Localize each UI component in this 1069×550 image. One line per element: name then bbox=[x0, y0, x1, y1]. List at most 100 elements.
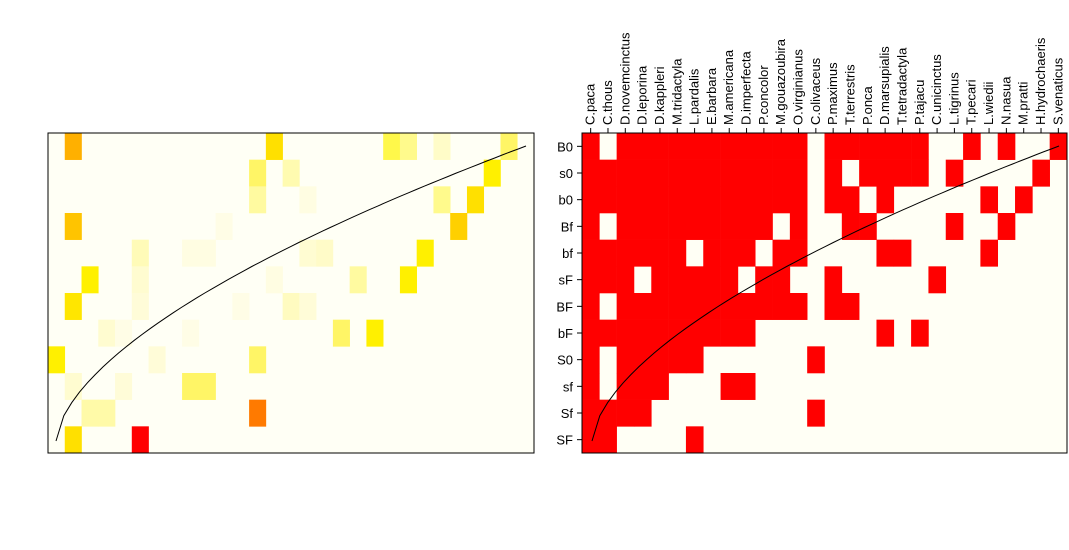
right-cell-BF-P.concolor bbox=[755, 293, 773, 320]
left-cell-b0-23 bbox=[433, 186, 451, 214]
left-cell-b0-12 bbox=[249, 186, 267, 214]
right-cell-BF-T.terrestris bbox=[841, 293, 860, 320]
column-label-L.pardalis: L.pardalis bbox=[687, 68, 702, 125]
right-cell-s0-O.virginianus bbox=[789, 159, 808, 187]
left-cell-bF-4 bbox=[115, 319, 133, 347]
right-cell-S0-D.kappleri bbox=[651, 346, 669, 374]
column-label-M.tridactyla: M.tridactyla bbox=[669, 58, 684, 125]
right-cell-Bf-D.kappleri bbox=[651, 213, 669, 240]
right-cell-b0-L.pardalis bbox=[685, 186, 704, 214]
right-cell-s0-D.kappleri bbox=[651, 159, 669, 187]
right-cell-bF-M.americana bbox=[720, 319, 739, 347]
right-cell-bf-D.kappleri bbox=[651, 239, 669, 267]
row-label-B0: B0 bbox=[557, 139, 573, 154]
right-cell-Sf-D.leporina bbox=[633, 399, 652, 427]
right-cell-Bf-M.americana bbox=[720, 213, 739, 240]
right-cell-BF-P.maximus bbox=[824, 293, 843, 320]
column-label-S.venaticus: S.venaticus bbox=[1050, 57, 1065, 125]
right-cell-s0-D.novemcinctus bbox=[616, 159, 635, 187]
right-cell-BF-C.paca bbox=[582, 293, 600, 320]
right-cell-Bf-P.onca bbox=[859, 213, 877, 240]
left-cell-Bf-10 bbox=[215, 213, 233, 240]
right-cell-s0-C.thous bbox=[599, 159, 617, 187]
column-label-P.concolor: P.concolor bbox=[756, 65, 771, 125]
right-cell-sF-L.pardalis bbox=[685, 266, 704, 294]
left-cell-sF-2 bbox=[81, 266, 99, 294]
right-cell-Bf-O.virginianus bbox=[789, 213, 808, 240]
column-label-P.maximus: P.maximus bbox=[825, 62, 840, 125]
right-cell-s0-C.paca bbox=[582, 159, 600, 187]
right-cell-b0-D.kappleri bbox=[651, 186, 669, 214]
left-cell-bf-5 bbox=[131, 239, 149, 267]
right-cell-b0-C.paca bbox=[582, 186, 600, 214]
right-cell-sF-P.maximus bbox=[824, 266, 843, 294]
left-cell-Bf-24 bbox=[450, 213, 468, 240]
left-cell-bf-9 bbox=[198, 239, 216, 267]
right-cell-bF-P.tajacu bbox=[911, 319, 929, 347]
right-cell-Sf-C.thous bbox=[599, 399, 617, 427]
row-label-bf: bf bbox=[562, 246, 573, 261]
right-cell-BF-M.americana bbox=[720, 293, 739, 320]
left-cell-BF-14 bbox=[282, 293, 300, 320]
row-label-Sf: Sf bbox=[561, 406, 574, 421]
column-label-D.kappleri: D.kappleri bbox=[652, 66, 667, 125]
right-cell-Bf-M.tridactyla bbox=[668, 213, 687, 240]
right-cell-b0-L.wiedii bbox=[980, 186, 999, 214]
right-cell-sF-P.concolor bbox=[755, 266, 773, 294]
left-cell-b0-25 bbox=[466, 186, 485, 214]
right-cell-Bf-P.concolor bbox=[755, 213, 773, 240]
column-label-T.terrestris: T.terrestris bbox=[842, 64, 857, 125]
right-cell-b0-M.americana bbox=[720, 186, 739, 214]
column-label-P.onca: P.onca bbox=[860, 85, 875, 125]
left-cell-bf-8 bbox=[182, 239, 200, 267]
left-cell-sF-21 bbox=[399, 266, 417, 294]
left-cell-sF-18 bbox=[349, 266, 367, 294]
right-cell-Sf-C.paca bbox=[582, 399, 600, 427]
right-cell-bF-C.thous bbox=[599, 319, 617, 347]
right-cell-B0-D.kappleri bbox=[651, 133, 669, 160]
right-cell-s0-D.marsupialis bbox=[876, 159, 895, 187]
right-cell-s0-P.maximus bbox=[824, 159, 843, 187]
right-cell-bF-D.leporina bbox=[633, 319, 652, 347]
right-cell-B0-P.concolor bbox=[755, 133, 773, 160]
left-plot-frame bbox=[47, 132, 535, 454]
right-cell-sF-M.gouazoubira bbox=[772, 266, 791, 294]
column-label-D.marsupialis: D.marsupialis bbox=[877, 46, 892, 125]
right-cell-b0-P.maximus bbox=[824, 186, 843, 214]
right-cell-bf-D.leporina bbox=[633, 239, 652, 267]
right-cell-bf-L.wiedii bbox=[980, 239, 999, 267]
column-label-D.leporina: D.leporina bbox=[635, 65, 650, 125]
right-cell-BF-M.tridactyla bbox=[668, 293, 687, 320]
right-cell-s0-H.hydrochaeris bbox=[1032, 159, 1050, 187]
right-cell-Bf-D.leporina bbox=[633, 213, 652, 240]
right-cell-sF-M.americana bbox=[720, 266, 739, 294]
row-label-SF: SF bbox=[556, 433, 573, 448]
right-cell-bF-C.paca bbox=[582, 319, 600, 347]
right-cell-B0-L.pardalis bbox=[685, 133, 704, 160]
column-label-C.unicinctus: C.unicinctus bbox=[929, 54, 944, 125]
right-cell-B0-C.paca bbox=[582, 133, 600, 160]
right-cell-BF-D.leporina bbox=[633, 293, 652, 320]
left-cell-sF-13 bbox=[265, 266, 283, 294]
row-label-sF: sF bbox=[559, 273, 574, 288]
right-cell-s0-D.imperfecta bbox=[737, 159, 756, 187]
left-cell-BF-1 bbox=[64, 293, 82, 320]
right-cell-sF-C.paca bbox=[582, 266, 600, 294]
right-cell-bf-C.paca bbox=[582, 239, 600, 267]
right-cell-s0-E.barbara bbox=[703, 159, 721, 187]
column-label-C.olivaceus: C.olivaceus bbox=[808, 57, 823, 125]
column-label-N.nasua: N.nasua bbox=[998, 76, 1013, 125]
right-cell-sF-C.unicinctus bbox=[928, 266, 947, 294]
right-cell-bf-M.tridactyla bbox=[668, 239, 687, 267]
right-cell-sF-M.tridactyla bbox=[668, 266, 687, 294]
column-label-O.virginianus: O.virginianus bbox=[791, 49, 806, 125]
right-cell-b0-M.tridactyla bbox=[668, 186, 687, 214]
right-cell-B0-T.terrestris bbox=[841, 133, 860, 160]
right-cell-B0-T.tetradactyla bbox=[893, 133, 912, 160]
right-cell-Bf-N.nasua bbox=[997, 213, 1016, 240]
right-cell-B0-D.marsupialis bbox=[876, 133, 895, 160]
left-cell-bF-3 bbox=[98, 319, 116, 347]
right-cell-b0-D.imperfecta bbox=[737, 186, 756, 214]
right-cell-bF-D.novemcinctus bbox=[616, 319, 635, 347]
left-cell-s0-14 bbox=[282, 159, 300, 187]
